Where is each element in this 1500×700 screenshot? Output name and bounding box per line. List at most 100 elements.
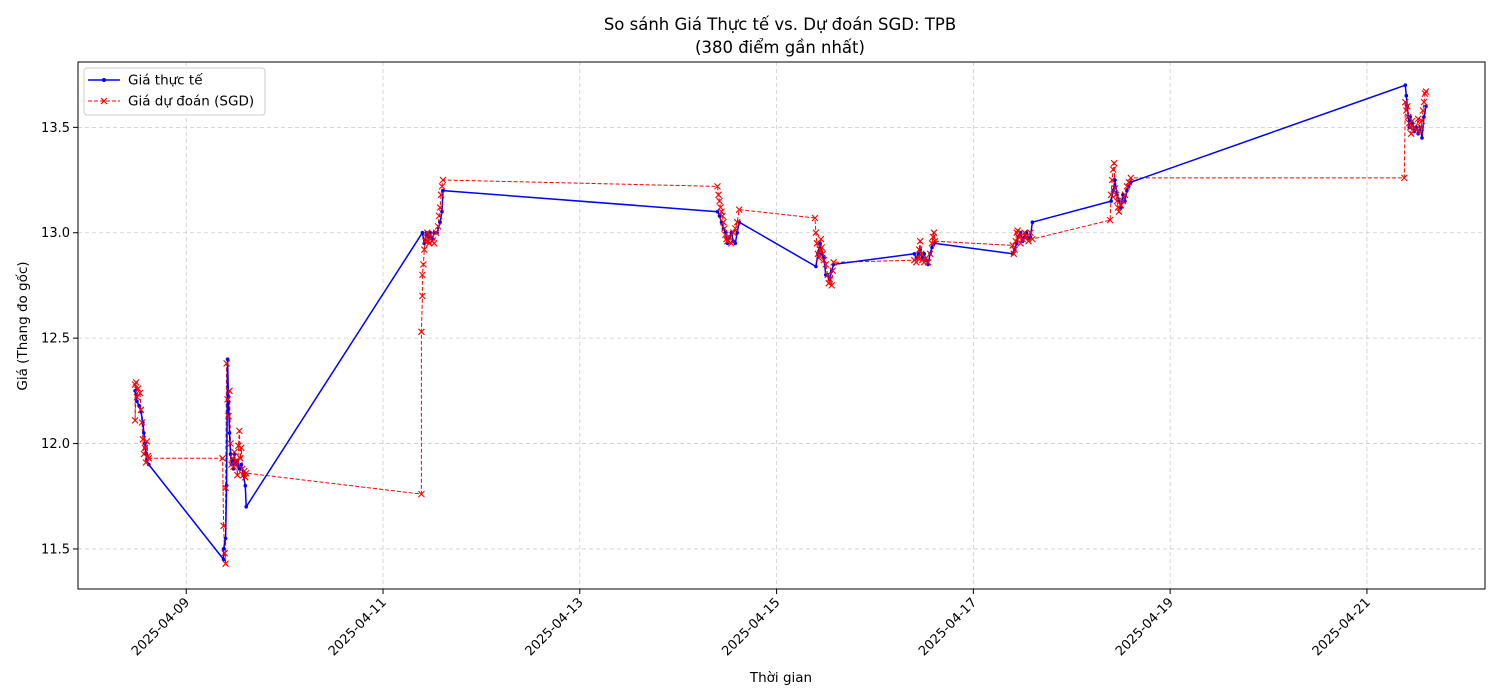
predicted-point — [235, 442, 242, 450]
predicted-point — [133, 393, 141, 401]
predicted-point — [1408, 117, 1416, 125]
predicted-point — [145, 454, 153, 462]
predicted-point — [1015, 233, 1022, 241]
predicted-point — [912, 258, 920, 266]
predicted-point — [1125, 178, 1133, 186]
actual-point — [721, 226, 726, 231]
predicted-point — [1414, 115, 1422, 123]
predicted-point — [1010, 250, 1018, 258]
predicted-point — [1109, 166, 1117, 173]
predicted-point — [1011, 246, 1019, 253]
predicted-point — [720, 218, 727, 226]
predicted-point — [437, 191, 445, 199]
predicted-point — [1009, 242, 1017, 249]
predicted-point — [232, 461, 239, 468]
actual-point — [1420, 136, 1424, 140]
actual-point — [228, 452, 233, 456]
predicted-point — [438, 183, 446, 190]
predicted-point — [811, 214, 819, 222]
predicted-point — [724, 237, 731, 245]
predicted-point — [1421, 90, 1429, 97]
predicted-point — [819, 250, 827, 258]
predicted-point — [717, 204, 724, 211]
predicted-point — [1014, 227, 1021, 234]
predicted-point — [420, 261, 427, 268]
actual-point — [147, 462, 151, 467]
actual-point — [142, 431, 146, 435]
predicted-point — [220, 522, 227, 530]
predicted-point — [1412, 126, 1420, 133]
predicted-point — [434, 223, 442, 230]
predicted-point — [731, 225, 739, 232]
chart-subtitle: (380 điểm gần nhất) — [695, 38, 865, 57]
predicted-point — [131, 381, 139, 388]
predicted-point — [1119, 197, 1127, 205]
predicted-point — [419, 271, 426, 279]
legend: Giá thực tế Giá dự đoán (SGD) — [83, 67, 266, 116]
predicted-point — [1405, 119, 1413, 127]
actual-point — [1109, 199, 1113, 203]
actual-point — [133, 389, 137, 393]
predicted-point — [1027, 229, 1034, 237]
actual-point — [818, 241, 822, 246]
predicted-point — [420, 246, 428, 253]
actual-point — [829, 268, 834, 273]
actual-point — [820, 252, 824, 256]
grid-lines — [78, 62, 1485, 589]
predicted-point — [1418, 117, 1426, 125]
predicted-point — [721, 225, 728, 232]
predicted-point — [419, 292, 426, 300]
predicted-point — [1013, 229, 1021, 237]
predicted-point — [1420, 98, 1428, 106]
actual-point — [922, 252, 926, 256]
predicted-point — [817, 235, 825, 243]
actual-point — [435, 230, 439, 235]
y-tick-label: 12.5 — [41, 332, 70, 347]
x-axis-label: Thời gian — [749, 670, 812, 686]
actual-point — [227, 431, 232, 435]
legend-actual-label: Giá thực tế — [128, 72, 203, 89]
actual-point — [244, 505, 248, 509]
predicted-point — [824, 271, 832, 279]
actual-point — [438, 220, 442, 224]
predicted-point — [931, 237, 939, 245]
actual-point — [1125, 188, 1129, 193]
predicted-point — [1025, 237, 1032, 245]
actual-point — [912, 252, 917, 256]
actual-point — [814, 264, 818, 269]
predicted-point — [435, 212, 443, 220]
predicted-point — [223, 360, 230, 367]
predicted-point — [231, 448, 238, 456]
predicted-point — [425, 239, 433, 247]
predicted-point — [1419, 107, 1427, 114]
actual-point — [420, 230, 425, 235]
actual-point — [239, 462, 244, 467]
predicted-point — [719, 212, 726, 220]
predicted-point — [930, 229, 938, 237]
actual-point — [1113, 178, 1117, 182]
predicted-point — [426, 231, 434, 239]
predicted-point — [1108, 176, 1116, 184]
actual-point — [930, 245, 934, 250]
predicted-point — [136, 389, 144, 397]
actual-point — [1018, 230, 1023, 235]
predicted-point — [233, 457, 240, 464]
predicted-point — [234, 471, 241, 479]
actual-point — [221, 547, 226, 551]
predicted-point — [1019, 235, 1026, 243]
actual-point — [1403, 83, 1408, 87]
predicted-point — [718, 208, 725, 216]
actual-point — [735, 230, 739, 235]
predicted-point — [138, 419, 146, 426]
predicted-point — [1029, 235, 1036, 243]
predicted-point — [237, 444, 245, 452]
y-tick-label: 13.0 — [41, 226, 70, 241]
actual-point — [237, 467, 242, 471]
predicted-point — [224, 395, 231, 403]
predicted-point — [716, 197, 723, 205]
predicted-point — [144, 452, 152, 460]
predicted-point — [236, 454, 244, 462]
predicted-point — [229, 454, 236, 462]
predicted-point — [727, 239, 735, 247]
plot-area — [131, 83, 1430, 568]
